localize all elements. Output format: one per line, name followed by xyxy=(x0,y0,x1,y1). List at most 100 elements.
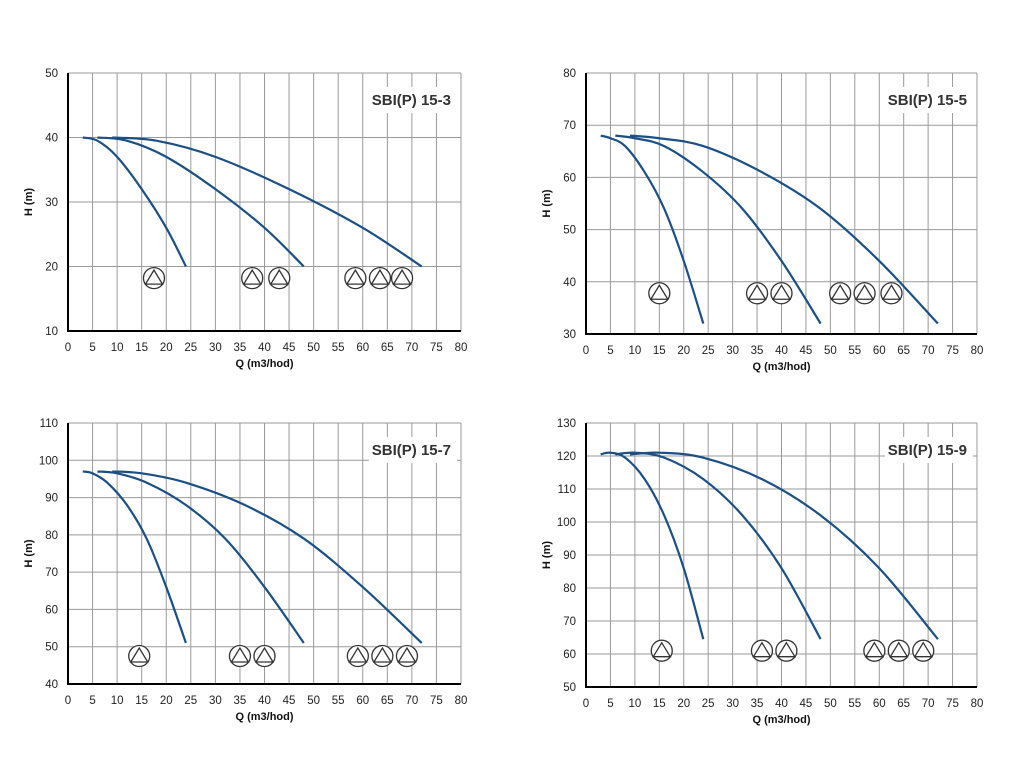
x-tick-label: 5 xyxy=(89,342,95,354)
y-tick-label: 130 xyxy=(557,418,576,430)
chart-2: 0 5 10 15 20 25 30 35 40 45 50 55 60 65 70 75 80 30 40 50 60… xyxy=(541,68,983,373)
chart-4: 0 5 10 15 20 25 30 35 40 45 50 55 60 65 70 75 80 50 60 70 80… xyxy=(541,418,983,726)
pump-triangle xyxy=(649,284,669,300)
x-tick-label: 5 xyxy=(89,695,95,707)
pump-triangle xyxy=(370,268,390,285)
x-tick-label: 80 xyxy=(455,342,468,354)
x-tick-label: 80 xyxy=(455,695,468,707)
pump-symbol-icon xyxy=(241,266,264,290)
x-tick-label: 10 xyxy=(628,345,641,357)
pump-triangle xyxy=(269,268,289,285)
pump-triangle xyxy=(854,284,875,300)
pump-curve-2-pumps xyxy=(615,451,822,640)
pump-curve-2-pumps xyxy=(615,134,822,325)
x-tick-label: 20 xyxy=(677,345,690,357)
pump-circle xyxy=(142,266,166,290)
x-tick-label: 0 xyxy=(65,695,71,707)
y-tick-label: 30 xyxy=(45,197,58,209)
pump-circle xyxy=(880,282,903,305)
x-tick-label: 35 xyxy=(751,345,764,357)
x-tick-label: 30 xyxy=(209,342,222,354)
pump-triangle xyxy=(752,641,772,658)
x-tick-label: 75 xyxy=(946,345,959,357)
x-tick-label: 55 xyxy=(332,695,345,707)
y-tick-label: 80 xyxy=(45,530,58,542)
x-tick-label: 25 xyxy=(702,345,715,357)
x-tick-label: 40 xyxy=(258,695,271,707)
y-tick-label: 40 xyxy=(563,277,576,289)
y-tick-label: 50 xyxy=(563,225,576,237)
pump-symbol-icon xyxy=(368,266,392,290)
x-tick-label: 15 xyxy=(135,695,148,707)
y-tick-label: 110 xyxy=(40,418,58,430)
pump-symbol-icon xyxy=(268,266,291,290)
pump-circle xyxy=(268,266,291,290)
x-axis-label: Q (m3/hod) xyxy=(752,361,810,373)
x-tick-label: 60 xyxy=(873,698,886,710)
x-tick-label: 30 xyxy=(726,698,739,710)
title-background xyxy=(369,437,457,463)
x-tick-label: 75 xyxy=(430,695,443,707)
pump-triangle xyxy=(397,646,417,663)
pump-symbol-icon xyxy=(390,266,414,290)
x-tick-label: 70 xyxy=(922,698,935,710)
y-tick-label: 110 xyxy=(558,484,576,496)
x-tick-label: 30 xyxy=(726,345,739,357)
pump-triangle xyxy=(230,646,250,663)
pump-symbol-icon xyxy=(745,282,769,305)
pump-symbol-icon xyxy=(253,644,276,668)
x-tick-label: 55 xyxy=(332,342,345,354)
x-tick-label: 10 xyxy=(111,342,124,354)
x-tick-label: 25 xyxy=(184,695,197,707)
pump-symbol-icon xyxy=(344,266,367,290)
pump-circle xyxy=(863,639,886,662)
pump-circle xyxy=(253,644,276,668)
x-tick-label: 0 xyxy=(583,345,589,357)
x-axis-label: Q (m3/hod) xyxy=(752,714,810,726)
y-axis-label: H (m) xyxy=(541,541,553,569)
y-tick-label: 90 xyxy=(45,493,58,505)
pump-triangle xyxy=(345,268,366,285)
pump-curve-3-pumps xyxy=(629,451,939,640)
x-tick-label: 40 xyxy=(775,698,788,710)
x-tick-label: 20 xyxy=(160,695,173,707)
y-tick-label: 10 xyxy=(45,326,58,338)
y-tick-label: 70 xyxy=(563,616,576,628)
pump-triangle xyxy=(254,646,275,663)
pump-curve-1-pump xyxy=(82,470,187,644)
x-tick-label: 65 xyxy=(897,345,910,357)
pump-circle xyxy=(745,282,769,305)
x-axis-label: Q (m3/hod) xyxy=(235,711,293,723)
pump-symbol-icon xyxy=(853,282,876,305)
x-tick-label: 65 xyxy=(381,342,394,354)
pump-triangle xyxy=(392,268,412,285)
pump-circle xyxy=(770,282,793,305)
x-tick-label: 35 xyxy=(751,698,764,710)
x-tick-label: 80 xyxy=(971,698,984,710)
x-tick-label: 60 xyxy=(873,345,886,357)
pump-symbol-icon xyxy=(750,639,774,662)
x-tick-label: 40 xyxy=(258,342,271,354)
pump-triangle xyxy=(348,646,368,663)
pump-circle xyxy=(346,644,369,668)
pump-symbol-icon xyxy=(863,639,886,662)
pump-symbol-icon xyxy=(880,282,903,305)
pump-curve-2-pumps xyxy=(97,136,305,268)
x-tick-label: 75 xyxy=(946,698,959,710)
x-tick-label: 0 xyxy=(65,342,71,354)
pump-triangle xyxy=(830,284,850,300)
y-tick-label: 50 xyxy=(45,68,58,80)
pump-symbol-icon xyxy=(142,266,166,290)
chart-title: SBI(P) 15-5 xyxy=(888,92,967,109)
x-tick-label: 15 xyxy=(653,698,666,710)
x-tick-label: 20 xyxy=(677,698,690,710)
x-tick-label: 55 xyxy=(848,345,861,357)
pump-curve-3-pumps xyxy=(112,136,423,268)
pump-curve-3-pumps xyxy=(629,134,939,325)
x-tick-label: 45 xyxy=(283,342,296,354)
y-tick-label: 60 xyxy=(563,649,576,661)
x-tick-label: 80 xyxy=(971,345,984,357)
x-tick-label: 40 xyxy=(775,345,788,357)
pump-triangle xyxy=(913,641,933,658)
pump-symbol-icon xyxy=(887,639,910,662)
